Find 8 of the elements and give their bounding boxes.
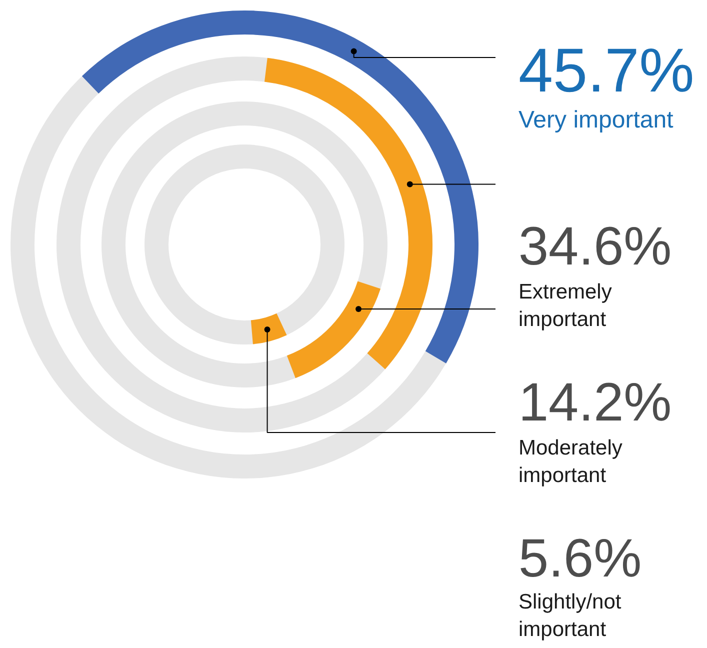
category-label: Extremely important <box>518 280 612 332</box>
category-label: Very important <box>518 106 674 134</box>
data-label: 45.7% <box>518 36 694 106</box>
category-label: Slightly/not important <box>518 590 622 642</box>
data-label: 34.6% <box>518 216 672 276</box>
data-label: 5.6% <box>518 528 642 588</box>
data-label: 14.2% <box>518 372 672 432</box>
category-label: Moderately important <box>518 436 623 488</box>
